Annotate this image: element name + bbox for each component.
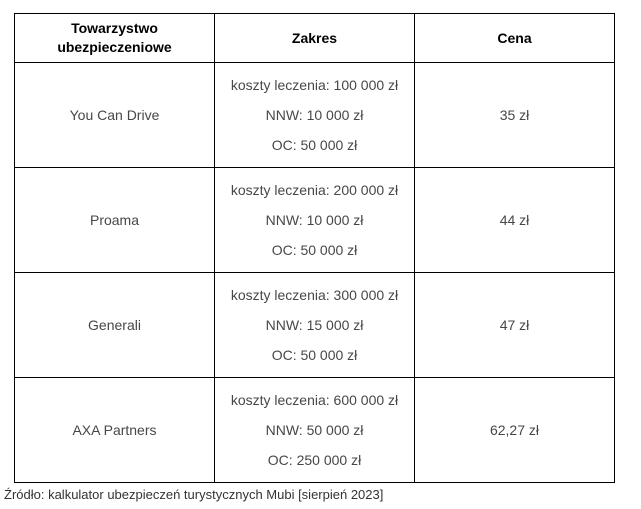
price-value-cell: 44 zł <box>414 167 615 273</box>
scope-cell: koszty leczenia: 300 000 zł NNW: 15 000 z… <box>214 272 415 378</box>
company-name-cell: Proama <box>14 167 215 273</box>
insurance-comparison-table: Towarzystwo ubezpieczeniowe Zakres Cena … <box>14 13 615 483</box>
scope-line: OC: 50 000 zł <box>271 347 358 363</box>
scope-cell: koszty leczenia: 600 000 zł NNW: 50 000 z… <box>214 377 415 483</box>
scope-stack: koszty leczenia: 100 000 zł NNW: 10 000 z… <box>223 75 406 155</box>
source-note: Źródło: kalkulator ubezpieczeń turystycz… <box>4 487 384 502</box>
table-header-row: Towarzystwo ubezpieczeniowe Zakres Cena <box>14 13 615 63</box>
company-name-cell: AXA Partners <box>14 377 215 483</box>
scope-line: koszty leczenia: 100 000 zł <box>230 77 399 93</box>
column-header-scope: Zakres <box>214 13 415 63</box>
table-row: You Can Drive koszty leczenia: 100 000 zł… <box>14 62 615 168</box>
table-row: Proama koszty leczenia: 200 000 zł NNW: 10… <box>14 167 615 273</box>
scope-line: OC: 250 000 zł <box>267 452 362 468</box>
column-header-company: Towarzystwo ubezpieczeniowe <box>14 13 215 63</box>
table-row: Generali koszty leczenia: 300 000 zł NNW: … <box>14 272 615 378</box>
table-body: You Can Drive koszty leczenia: 100 000 zł… <box>14 62 615 483</box>
table-row: AXA Partners koszty leczenia: 600 000 zł N… <box>14 377 615 483</box>
scope-line: OC: 50 000 zł <box>271 137 358 153</box>
column-header-price: Cena <box>414 13 615 63</box>
company-name-cell: Generali <box>14 272 215 378</box>
scope-line: NNW: 50 000 zł <box>265 422 364 438</box>
scope-line: koszty leczenia: 600 000 zł <box>230 392 399 408</box>
scope-line: NNW: 10 000 zł <box>265 212 364 228</box>
scope-cell: koszty leczenia: 200 000 zł NNW: 10 000 z… <box>214 167 415 273</box>
scope-line: OC: 50 000 zł <box>271 242 358 258</box>
scope-stack: koszty leczenia: 300 000 zł NNW: 15 000 z… <box>223 285 406 365</box>
price-value-cell: 47 zł <box>414 272 615 378</box>
scope-stack: koszty leczenia: 200 000 zł NNW: 10 000 z… <box>223 180 406 260</box>
scope-cell: koszty leczenia: 100 000 zł NNW: 10 000 z… <box>214 62 415 168</box>
scope-line: NNW: 10 000 zł <box>265 107 364 123</box>
scope-line: koszty leczenia: 200 000 zł <box>230 182 399 198</box>
scope-stack: koszty leczenia: 600 000 zł NNW: 50 000 z… <box>223 390 406 470</box>
table-head: Towarzystwo ubezpieczeniowe Zakres Cena <box>14 13 615 63</box>
price-value-cell: 35 zł <box>414 62 615 168</box>
scope-line: koszty leczenia: 300 000 zł <box>230 287 399 303</box>
price-value-cell: 62,27 zł <box>414 377 615 483</box>
company-name-cell: You Can Drive <box>14 62 215 168</box>
scope-line: NNW: 15 000 zł <box>265 317 364 333</box>
